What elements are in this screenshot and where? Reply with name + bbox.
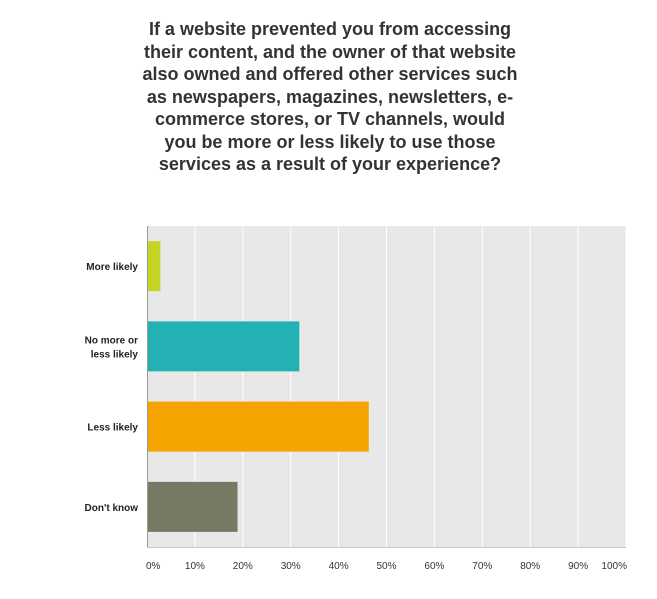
bar: [147, 241, 161, 292]
bar: [147, 481, 238, 532]
x-tick-label: 90%: [568, 561, 588, 572]
chart-title-line: commerce stores, or TV channels, would: [154, 109, 506, 129]
category-label: More likely: [86, 262, 138, 273]
category-label: less likely: [91, 349, 139, 360]
chart-title-line: also owned and offered other services su…: [142, 64, 518, 84]
x-tick-label: 10%: [185, 561, 205, 572]
x-tick-label: 30%: [281, 561, 301, 572]
category-label: No more or: [85, 335, 138, 346]
category-label: Less likely: [87, 423, 138, 434]
x-tick-label: 0%: [146, 561, 161, 572]
chart-title-line: as newspapers, magazines, newsletters, e…: [146, 86, 514, 107]
chart-title: If a website prevented you from accessin…: [100, 18, 560, 176]
chart-title-line: services as a result of your experience?: [158, 154, 502, 174]
x-tick-label: 40%: [329, 561, 349, 572]
bar: [147, 401, 369, 452]
x-tick-label: 60%: [424, 561, 444, 572]
x-tick-label: 80%: [520, 561, 540, 572]
chart-title-line: their content, and the owner of that web…: [143, 41, 517, 62]
chart-title-line: you be more or less likely to use those: [164, 131, 496, 152]
category-label: Don't know: [85, 503, 139, 514]
chart-title-line: If a website prevented you from accessin…: [148, 19, 512, 39]
x-tick-label: 20%: [233, 561, 253, 572]
x-tick-label: 70%: [472, 561, 492, 572]
bar: [147, 321, 300, 372]
x-tick-label: 100%: [601, 561, 627, 572]
x-tick-label: 50%: [376, 561, 396, 572]
